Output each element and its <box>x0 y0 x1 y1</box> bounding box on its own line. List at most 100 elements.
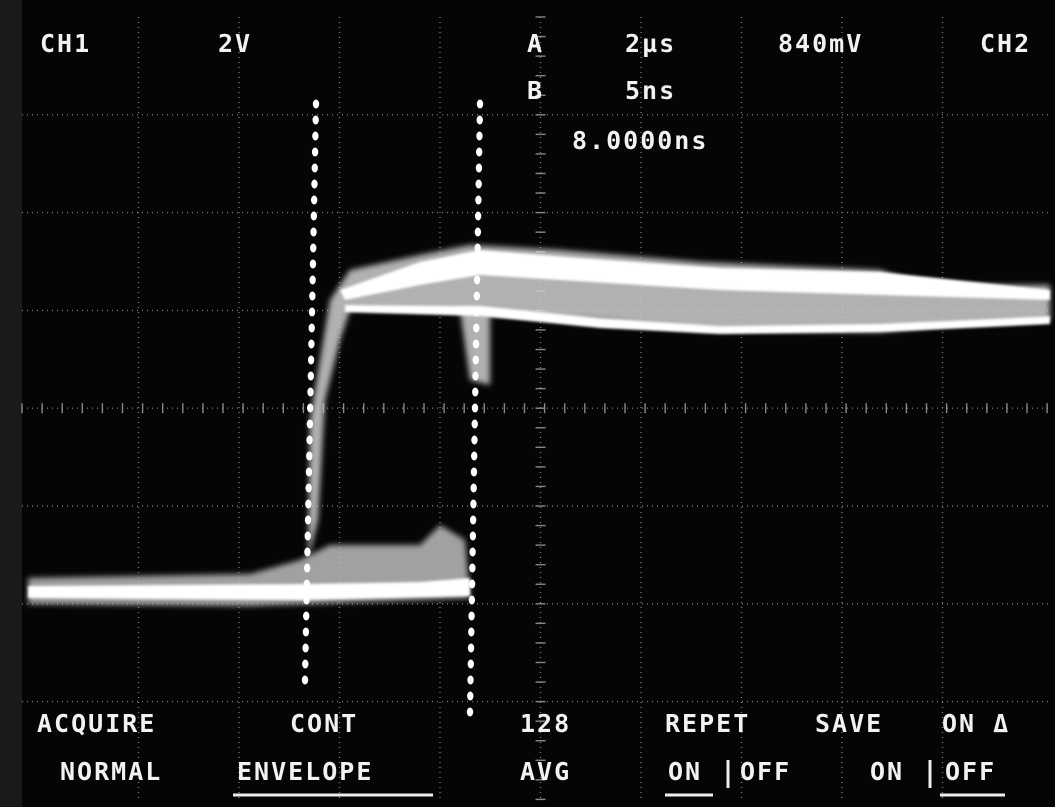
cursor-dot <box>467 659 474 669</box>
cursor-dot <box>303 563 311 573</box>
cursor-dot <box>471 403 479 413</box>
cursor-dot <box>310 211 318 221</box>
cursor-dot <box>470 499 477 509</box>
cursor-dot <box>306 435 313 445</box>
menu-option: ENVELOPE <box>237 757 373 786</box>
menu-label: ACQUIRE <box>37 709 156 738</box>
cursor-dot <box>467 675 474 685</box>
cursor-dot <box>302 627 310 637</box>
readout-text: B <box>527 76 544 105</box>
readout-text: 2µs <box>625 29 676 58</box>
cursor-dot <box>472 339 480 349</box>
trace-high-top <box>340 250 1050 300</box>
cursor-dot <box>470 467 478 477</box>
cursor-dot <box>474 227 482 237</box>
cursor-dot <box>311 147 319 157</box>
trace-high-bottom <box>345 305 1050 334</box>
cursor-dot <box>473 291 481 301</box>
bezel <box>0 0 22 807</box>
cursor-dot <box>303 611 310 621</box>
cursor-dot <box>474 211 482 221</box>
cursor-dot <box>308 307 316 317</box>
cursor-dot <box>468 595 476 605</box>
cursor-dot <box>472 387 479 397</box>
readout-text: A <box>527 29 544 58</box>
cursor-dot <box>473 307 480 317</box>
readout-text: 840mV <box>778 29 863 58</box>
cursor-dot <box>308 323 315 333</box>
cursor-dot <box>309 275 316 285</box>
cursor-dot <box>307 387 314 397</box>
cursor-dot <box>468 627 475 637</box>
cursor-dot <box>307 355 315 365</box>
readout-text: 8.0000ns <box>572 126 708 155</box>
cursor-dot <box>304 515 312 525</box>
readout-text: CH2 <box>980 29 1031 58</box>
menu-label: REPET <box>665 709 750 738</box>
cursor-dot <box>475 195 482 205</box>
trace-low-core <box>28 578 470 600</box>
cursor-dot <box>468 611 475 621</box>
cursor-dot <box>305 499 312 509</box>
cursor-dot <box>473 323 480 333</box>
menu-label: 128 <box>520 709 571 738</box>
cursor-dot <box>303 579 311 589</box>
cursor-dot <box>311 163 318 173</box>
menu-option: OFF <box>740 757 791 786</box>
cursor-dot <box>312 115 319 125</box>
cursor-dot <box>306 419 314 429</box>
cursor-dot <box>469 515 477 525</box>
cursor-dot <box>476 147 483 157</box>
cursor-dot <box>305 483 312 493</box>
cursor-dot <box>309 291 316 301</box>
graticule <box>21 16 1050 801</box>
cursor-dot <box>310 227 317 237</box>
cursor-dot <box>476 115 483 125</box>
menu-label: ON Δ <box>942 709 1010 738</box>
cursor-dot <box>472 371 479 381</box>
readout-text: 5ns <box>625 76 676 105</box>
cursor-dot <box>307 371 315 381</box>
readout: CH1 2V A 2µs 840mV CH2 B 5ns 8.0000ns AC… <box>37 29 1031 797</box>
cursor-dot <box>473 275 481 285</box>
cursor-dot <box>472 355 479 365</box>
cursor-dot <box>468 579 476 589</box>
cursor-dot <box>302 659 309 669</box>
cursor-dot <box>310 243 317 253</box>
menu-option: ON <box>668 757 702 786</box>
cursor-dot <box>475 179 482 189</box>
cursor-dot <box>476 131 483 141</box>
cursor-dot <box>469 531 477 541</box>
menu-option: AVG <box>520 757 571 786</box>
cursor-dot <box>308 339 315 349</box>
cursor-dot <box>304 531 311 541</box>
cursor-dot <box>469 563 476 573</box>
menu-label: CONT <box>290 709 358 738</box>
cursor-dot <box>310 195 318 205</box>
cursor-dot <box>476 99 484 109</box>
menu-option: ON <box>870 757 904 786</box>
cursor-dot <box>309 259 317 269</box>
cursor-dot <box>471 419 478 429</box>
cursor-dot <box>304 547 311 557</box>
cursor-dot <box>301 675 309 685</box>
cursor-dot <box>311 179 318 189</box>
cursor-dot <box>474 243 481 253</box>
cursor-dot <box>312 99 320 109</box>
cursor-dot <box>312 131 319 141</box>
readout-text: CH1 <box>40 29 91 58</box>
menu-option: OFF <box>945 757 996 786</box>
cursor-dot <box>469 547 476 557</box>
cursor-dot <box>467 691 474 701</box>
cursor-dot <box>467 643 475 653</box>
readout-text: 2V <box>218 29 252 58</box>
cursor-dot <box>303 595 310 605</box>
waveform <box>28 245 1050 606</box>
cursor-dot <box>302 643 309 653</box>
cursor-dot <box>470 483 477 493</box>
cursors <box>301 99 484 717</box>
cursor-dot <box>306 451 313 461</box>
cursor-dot <box>306 403 314 413</box>
